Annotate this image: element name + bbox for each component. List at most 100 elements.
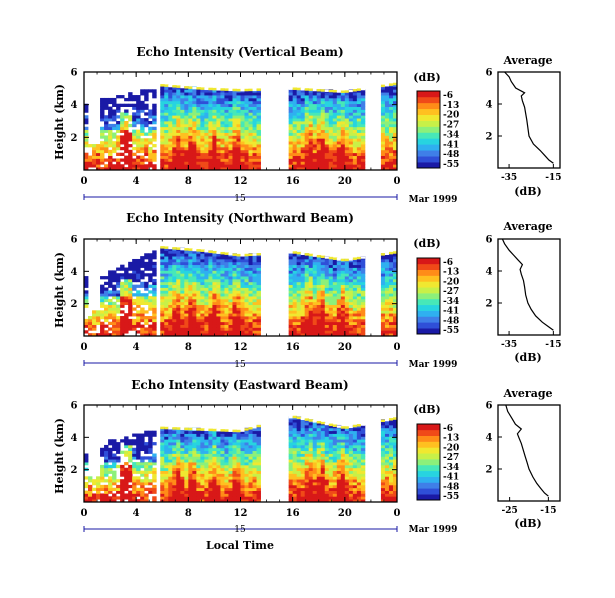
heatmap-cell xyxy=(100,115,105,119)
heatmap-cell xyxy=(300,496,306,500)
heatmap-cell xyxy=(160,479,165,483)
heatmap-cell xyxy=(140,327,145,331)
heatmap-cell xyxy=(144,152,149,156)
heatmap-cell xyxy=(176,121,181,125)
heatmap-cell xyxy=(316,459,322,463)
heatmap-cell xyxy=(232,487,237,491)
heatmap-cell xyxy=(212,459,217,463)
heatmap-cell xyxy=(392,115,398,119)
heatmap-cell xyxy=(232,261,237,266)
heatmap-cell xyxy=(148,161,153,165)
heatmap-cell xyxy=(324,287,330,291)
heatmap-cell xyxy=(320,496,326,500)
heatmap-cell xyxy=(196,149,201,154)
cloud-top-cell xyxy=(236,429,241,433)
heatmap-cell xyxy=(192,316,197,320)
heatmap-cell xyxy=(240,301,245,306)
heatmap-cell xyxy=(292,430,298,434)
heatmap-cell xyxy=(164,479,169,483)
heatmap-cell xyxy=(236,129,241,133)
heatmap-cell xyxy=(312,267,318,271)
heatmap-cell xyxy=(140,298,145,303)
heatmap-cell xyxy=(168,161,173,165)
heatmap-cell xyxy=(340,152,346,156)
cloud-top-cell xyxy=(256,88,261,91)
heatmap-cell xyxy=(244,141,249,145)
heatmap-cell xyxy=(248,453,253,457)
heatmap-cell xyxy=(308,456,314,460)
heatmap-cell xyxy=(176,436,181,440)
heatmap-cell xyxy=(196,473,201,477)
heatmap-cell xyxy=(232,158,237,162)
heatmap-cell xyxy=(184,270,189,274)
heatmap-cell xyxy=(196,103,201,107)
heatmap-cell xyxy=(352,152,358,156)
heatmap-cell xyxy=(192,270,197,274)
heatmap-cell xyxy=(152,321,157,325)
heatmap-cell xyxy=(140,464,145,469)
heatmap-cell xyxy=(108,327,113,331)
heatmap-cell xyxy=(176,464,181,469)
heatmap-cell xyxy=(388,144,394,148)
heatmap-cell xyxy=(216,307,221,311)
heatmap-cell xyxy=(352,301,358,306)
cloud-top-cell xyxy=(240,88,245,92)
heatmap-cell xyxy=(392,155,398,159)
heatmap-cell xyxy=(224,129,229,133)
heatmap-cell xyxy=(168,284,173,288)
heatmap-cell xyxy=(328,141,334,145)
heatmap-cell xyxy=(384,278,390,283)
heatmap-cell xyxy=(240,433,245,437)
heatmap-cell xyxy=(256,467,261,472)
heatmap-cell xyxy=(244,327,249,331)
heatmap-cell xyxy=(204,164,209,168)
heatmap-cell xyxy=(356,290,362,294)
heatmap-cell xyxy=(384,161,390,165)
heatmap-cell xyxy=(312,155,318,159)
heatmap-cell xyxy=(392,281,398,286)
heatmap-cell xyxy=(120,479,125,483)
heatmap-cell xyxy=(288,310,294,314)
heatmap-cell xyxy=(132,493,137,497)
heatmap-cell xyxy=(244,499,249,503)
heatmap-cell xyxy=(148,149,153,154)
heatmap-cell xyxy=(320,476,326,480)
heatmap-cell xyxy=(92,327,97,331)
heatmap-cell xyxy=(164,95,169,99)
heatmap-cell xyxy=(292,103,298,107)
heatmap-cell xyxy=(120,281,125,286)
heatmap-cell xyxy=(184,493,189,497)
heatmap-cell xyxy=(208,123,213,128)
heatmap-cell xyxy=(328,152,334,156)
heatmap-cell xyxy=(316,261,322,266)
cloud-top-cell xyxy=(192,86,197,90)
colorbar-swatch xyxy=(417,162,440,169)
heatmap-cell xyxy=(112,499,117,503)
heatmap-cell xyxy=(208,433,213,437)
heatmap-cell xyxy=(316,301,322,306)
heatmap-cell xyxy=(220,430,225,434)
heatmap-cell xyxy=(172,86,177,90)
heatmap-cell xyxy=(220,330,225,334)
heatmap-cell xyxy=(84,158,89,162)
heatmap-cell xyxy=(216,118,221,122)
heatmap-cell xyxy=(188,118,193,122)
heatmap-cell xyxy=(392,167,398,171)
heatmap-cell xyxy=(200,132,205,136)
heatmap-cell xyxy=(288,293,294,297)
heatmap-cell xyxy=(332,499,338,503)
heatmap-cell xyxy=(304,324,310,328)
heatmap-cell xyxy=(324,281,330,286)
heatmap-cell xyxy=(336,97,342,102)
heatmap-cell xyxy=(348,129,354,133)
heatmap-cell xyxy=(208,290,213,294)
heatmap-cell xyxy=(200,316,205,320)
colorbar-swatch xyxy=(417,120,440,127)
heatmap-cell xyxy=(360,270,366,274)
heatmap-cell xyxy=(84,476,89,480)
cloud-top-cell xyxy=(324,256,330,259)
heatmap-cell xyxy=(208,144,213,148)
heatmap-cell xyxy=(340,106,346,110)
heatmap-cell xyxy=(192,462,197,466)
heatmap-cell xyxy=(108,464,113,469)
